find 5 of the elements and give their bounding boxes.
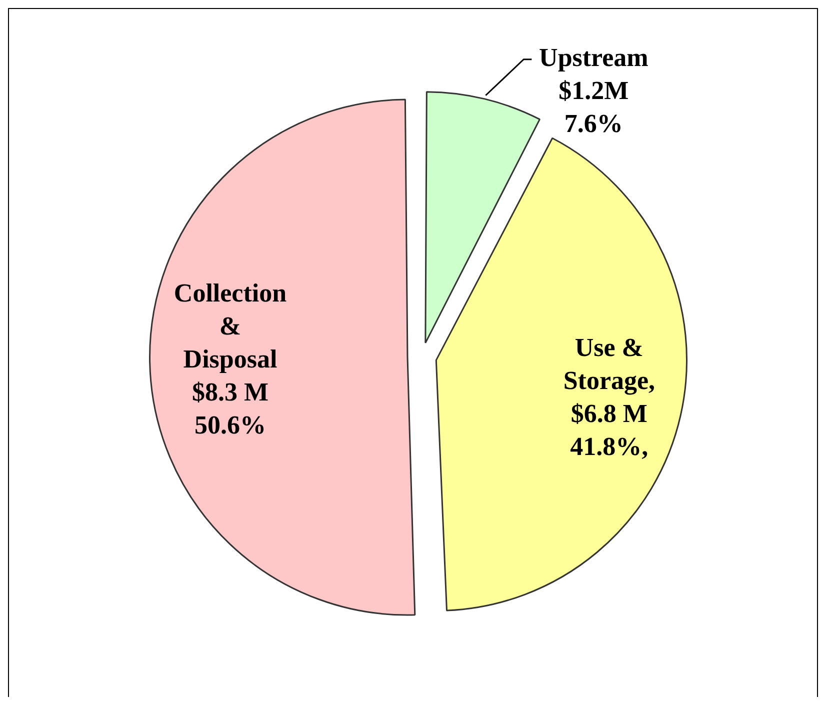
slice-label: Upstream	[539, 43, 649, 72]
slice-label: Use & Storage, $6.8 M 41.8%,	[563, 333, 656, 462]
data-label: $1.2M 7.6%	[558, 76, 629, 138]
data-label: $8.3 M 50.6%	[192, 377, 269, 440]
slice-label: Collection & Disposal	[174, 278, 288, 374]
